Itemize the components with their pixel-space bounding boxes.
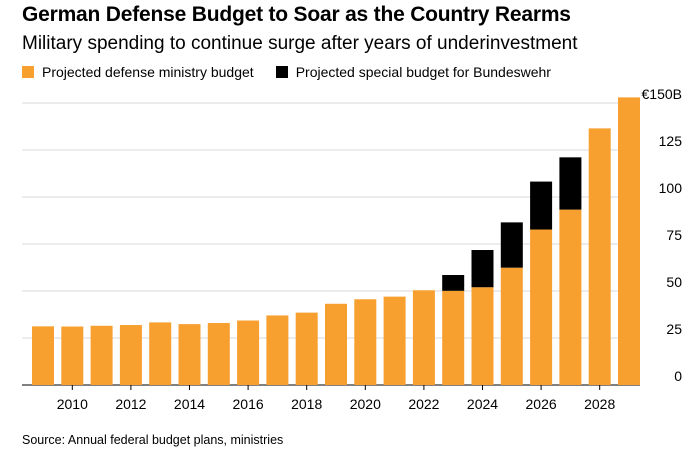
- bar-ministry-2013: [149, 322, 172, 385]
- bar-ministry-2015: [207, 322, 230, 385]
- x-tick-label: 2014: [174, 396, 205, 412]
- y-axis-ticks: 0 25 50 75 100 125 €150B: [642, 86, 683, 384]
- bar-ministry-2026: [530, 229, 553, 385]
- bar-ministry-2018: [295, 312, 318, 385]
- x-tick-label: 2016: [233, 396, 264, 412]
- legend-label-special: Projected special budget for Bundeswehr: [295, 64, 551, 80]
- bar-ministry-2020: [354, 299, 377, 385]
- bars: [32, 97, 640, 386]
- x-tick-label: 2024: [467, 396, 498, 412]
- bar-ministry-2019: [325, 303, 347, 385]
- x-tick-label: 2018: [291, 396, 322, 412]
- bar-ministry-2012: [119, 325, 142, 385]
- bar-ministry-2014: [178, 324, 201, 385]
- legend: Projected defense ministry budget Projec…: [22, 64, 573, 80]
- x-tick-label: 2020: [350, 396, 381, 412]
- bar-special-2027: [559, 157, 582, 210]
- bar-ministry-2029: [618, 97, 640, 386]
- legend-item-ministry: Projected defense ministry budget: [22, 64, 254, 80]
- bar-ministry-2009: [32, 326, 54, 385]
- bar-ministry-2028: [588, 128, 611, 385]
- bar-ministry-2010: [61, 326, 84, 385]
- bar-ministry-2017: [266, 315, 289, 385]
- legend-item-special: Projected special budget for Bundeswehr: [275, 64, 551, 80]
- bar-special-2026: [530, 181, 553, 230]
- bar-ministry-2016: [237, 320, 260, 385]
- y-tick-label: 125: [659, 133, 683, 149]
- x-tick-label: 2022: [408, 396, 439, 412]
- bar-ministry-2022: [412, 290, 435, 385]
- x-tick-label: 2028: [584, 396, 615, 412]
- legend-swatch-ministry: [22, 66, 34, 78]
- x-tick-label: 2010: [57, 396, 88, 412]
- bar-ministry-2011: [90, 325, 113, 385]
- legend-label-ministry: Projected defense ministry budget: [42, 64, 254, 80]
- y-tick-label: 100: [659, 180, 683, 196]
- x-tick-label: 2026: [526, 396, 557, 412]
- bar-ministry-2024: [471, 287, 494, 385]
- bar-ministry-2025: [500, 267, 523, 385]
- x-tick-label: 2012: [115, 396, 146, 412]
- bar-special-2025: [500, 222, 523, 268]
- legend-swatch-special: [275, 66, 288, 78]
- y-tick-label: 25: [666, 321, 682, 337]
- y-tick-label: 50: [666, 274, 682, 290]
- bar-ministry-2027: [559, 209, 582, 385]
- y-tick-label: 75: [666, 227, 682, 243]
- bar-ministry-2021: [383, 296, 406, 385]
- chart-title: German Defense Budget to Soar as the Cou…: [22, 3, 571, 26]
- y-tick-label: €150B: [642, 86, 682, 102]
- y-tick-label: 0: [674, 368, 682, 384]
- chart-subtitle: Military spending to continue surge afte…: [22, 33, 578, 54]
- x-axis-ticks: 2010 2012 2014 2016 2018 2020 2022 2024 2026 2028: [57, 385, 615, 412]
- bar-ministry-2023: [442, 290, 465, 385]
- source-note: Source: Annual federal budget plans, min…: [22, 433, 284, 447]
- bar-special-2023: [442, 275, 465, 291]
- bar-special-2024: [471, 250, 494, 288]
